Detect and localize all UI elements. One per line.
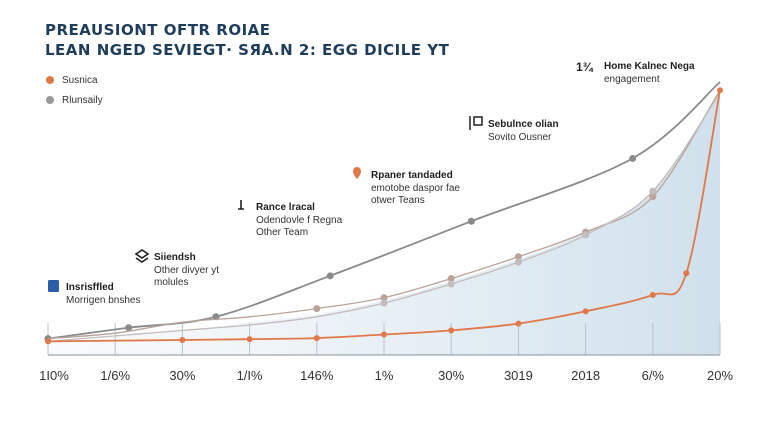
x-tick-label: 30% (438, 368, 464, 383)
annotation-subtitle: emotobe daspor fae (371, 183, 460, 194)
x-tick-label: 1/I% (237, 368, 263, 383)
annotation-subtitle: molules (154, 277, 188, 288)
lamp-icon (238, 200, 244, 210)
title-line-1: PREAUSIONT OFTR ROIAE (45, 21, 271, 39)
annotation-title: Insrisffled (66, 282, 114, 293)
series-point (448, 327, 455, 334)
annotation-subtitle: engagement (604, 74, 660, 85)
series-point (381, 331, 387, 338)
x-tick-label: 20% (707, 368, 733, 383)
x-tick-label: 30% (169, 368, 195, 383)
series-point (629, 154, 637, 162)
area-fill (48, 90, 720, 355)
legend-dot (46, 96, 54, 104)
legend-item: Rlunsaily (46, 90, 103, 110)
annotation: Insrisffled Morrigen bnshes (48, 280, 140, 306)
series-point (380, 294, 388, 302)
series-point (313, 305, 321, 313)
chart-title: PREAUSIONT OFTR ROIAE LEAN NGED SEVIEGT·… (45, 20, 449, 60)
series-point (582, 231, 590, 239)
series-point (447, 275, 455, 283)
series-point (212, 313, 220, 321)
annotation: 1¾ Home Kalnec Nega engagement (576, 60, 695, 85)
annotation: Sebulnce olian Sovito Ousner (469, 116, 559, 143)
legend: Susnica Rlunsaily (46, 70, 103, 110)
legend-label: Susnica (62, 74, 98, 86)
series-point (582, 308, 589, 315)
annotation-subtitle: Other divyer yt (154, 265, 219, 276)
annotation-title: Rpaner tandaded (371, 170, 453, 181)
title-line-2: LEAN NGED SEVIEGT· SЯA.N 2: EGG DICILE Y… (45, 41, 450, 59)
series-point (649, 187, 657, 195)
x-tick-label: 1I0% (39, 368, 69, 383)
series-point (683, 270, 690, 277)
series-point (125, 324, 133, 332)
pin-icon (353, 167, 361, 179)
series-point (515, 320, 522, 327)
series-point (326, 272, 334, 280)
number-icon: 1¾ (576, 60, 594, 74)
series-point (649, 291, 656, 298)
annotation-subtitle: Odendovle f Regna (256, 215, 343, 226)
series-point (246, 336, 253, 343)
series-point (467, 217, 475, 225)
series-point (514, 258, 522, 266)
x-tick-label: 3019 (504, 368, 533, 383)
x-tick-label: 1/6% (100, 368, 130, 383)
book-icon (48, 280, 59, 292)
annotation-subtitle: Other Team (256, 227, 308, 238)
x-tick-label: 1% (375, 368, 394, 383)
legend-dot (46, 76, 54, 84)
series-point (447, 280, 455, 288)
annotation-subtitle: Morrigen bnshes (66, 295, 140, 306)
series-point (514, 253, 522, 261)
series-point (717, 87, 723, 94)
annotation-subtitle: otwer Teans (371, 195, 425, 206)
series-point (649, 193, 657, 201)
x-tick-label: 2018 (571, 368, 600, 383)
series-point (380, 299, 388, 307)
legend-item: Susnica (46, 70, 103, 90)
series-point (179, 336, 186, 343)
legend-label: Rlunsaily (62, 94, 103, 106)
x-tick-label: 146% (300, 368, 334, 383)
series-line (47, 92, 721, 343)
annotation-title: Rance lracal (256, 202, 315, 213)
annotation-title: Home Kalnec Nega (604, 61, 695, 72)
annotation-title: Siiendsh (154, 252, 196, 263)
series-line (47, 89, 721, 340)
flag-icon (469, 116, 483, 130)
x-tick-label: 6/% (642, 368, 665, 383)
series-point (313, 335, 320, 342)
annotation-title: Sebulnce olian (488, 119, 559, 130)
stack-icon (134, 249, 150, 263)
series-point (45, 338, 51, 345)
annotation-subtitle: Sovito Ousner (488, 132, 552, 143)
